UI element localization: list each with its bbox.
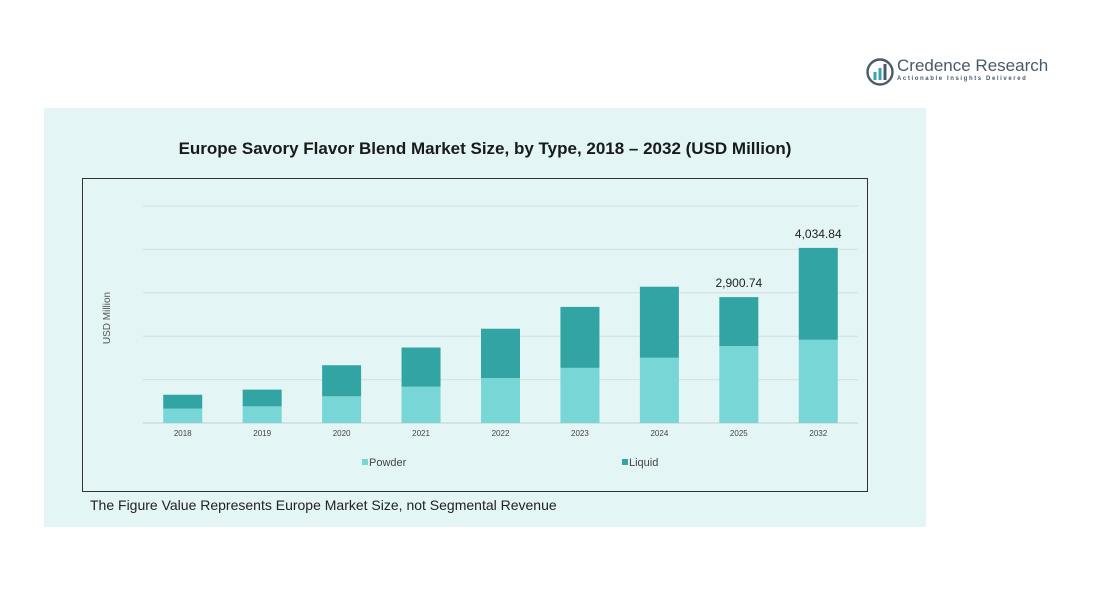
bar-liquid-2021 [401,347,441,387]
chart-title: Europe Savory Flavor Blend Market Size, … [178,139,792,158]
x-tick-label: 2019 [253,429,271,438]
total-label-2025: 2,900.74 [715,276,762,290]
legend-label-powder: Powder [369,457,407,469]
bar-liquid-2022 [481,328,520,378]
bar-liquid-2024 [639,286,679,358]
bar-powder-2024 [639,357,679,423]
total-labels: 2,900.74 4,034.84 [715,227,841,290]
x-tick-labels: 2018 2019 2020 2021 2022 2023 2024 2025 2032 [174,429,828,438]
footnote: The Figure Value Represents Europe Marke… [90,497,557,513]
credence-research-logo: Credence Research Actionable Insights De… [866,56,1056,90]
x-tick-label: 2022 [492,429,510,438]
legend: Powder Liquid [362,457,658,469]
bar-powder-2021 [401,386,441,423]
x-tick-label: 2025 [730,429,748,438]
bar-powder-2032 [798,339,838,423]
x-tick-label: 2023 [571,429,589,438]
x-tick-label: 2020 [333,429,351,438]
bar-powder-2023 [560,367,600,423]
bar-liquid-2023 [560,306,600,368]
bar-liquid-2032 [798,247,838,340]
bar-powder-2019 [242,406,282,423]
bar-liquid-2019 [242,389,282,407]
y-axis-label: USD Million [102,292,113,344]
brand-tagline: Actionable Insights Delivered [897,76,1028,82]
legend-swatch-liquid [622,459,628,465]
legend-swatch-powder [362,459,368,465]
brand-name: Credence Research [897,56,1049,75]
bar-liquid-2020 [322,365,362,397]
x-tick-label: 2024 [650,429,668,438]
bar-liquid-2018 [163,394,203,409]
bars [163,247,838,423]
x-tick-label: 2032 [809,429,827,438]
bar-powder-2018 [163,408,203,423]
x-tick-label: 2018 [174,429,192,438]
total-label-2032: 4,034.84 [795,227,842,241]
plot-frame [82,178,868,492]
legend-label-liquid: Liquid [629,457,658,469]
bar-liquid-2025 [719,297,759,347]
bar-chart-globe-icon [866,58,894,86]
bar-powder-2025 [719,346,759,423]
chart-background-panel [44,108,926,527]
bar-powder-2022 [481,377,520,423]
x-tick-label: 2021 [412,429,430,438]
bar-powder-2020 [322,396,362,423]
